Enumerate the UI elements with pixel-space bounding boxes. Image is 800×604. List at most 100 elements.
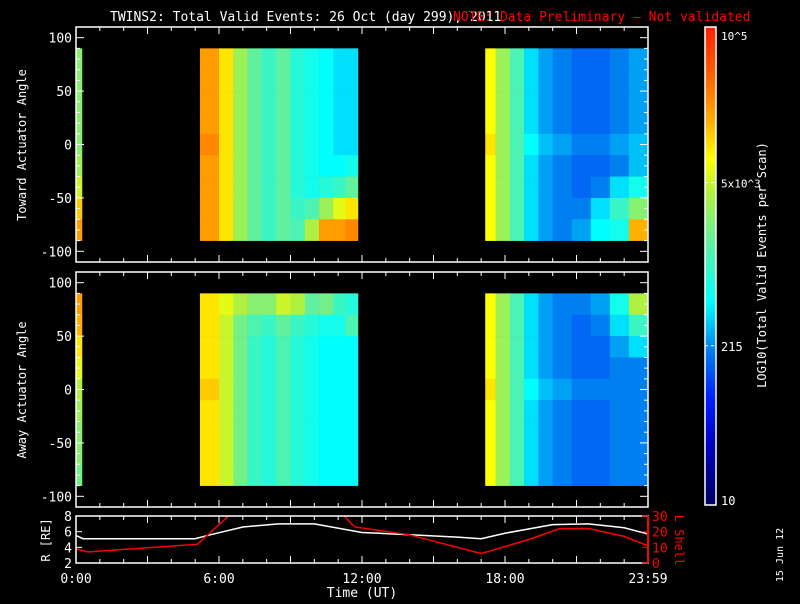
heatmap-cell [290,421,306,444]
heatmap-cell [590,219,611,241]
heatmap-cell [333,69,346,92]
heatmap-cell [345,219,359,241]
heatmap-cell [247,112,263,135]
heatmap-cell [609,464,630,486]
heatmap-cell [485,91,496,113]
toward-angle-panel: 100 50 0 -50 -100 Toward Actuator Angle [15,26,649,263]
heatmap-cell [495,357,511,380]
y-tick-label: 50 [56,85,72,100]
heatmap-cell [345,112,359,135]
heatmap-cell [233,91,248,113]
heatmap-cell [524,442,539,465]
heatmap-cell [219,69,234,92]
heatmap-cell [319,400,334,422]
heatmap-cell [524,176,539,199]
heatmap-cell [628,197,649,220]
heatmap-cell [509,357,525,380]
heatmap-cell [199,378,220,401]
heatmap-cell [628,91,649,113]
heatmap-cell [219,357,234,380]
y-tick-label: 50 [56,330,72,345]
l-shell-tick-label: 0 [652,557,660,572]
heatmap-cell [524,91,539,113]
heatmap-cell [345,464,359,486]
heatmap-cell [509,400,525,422]
heatmap-cell [628,378,649,401]
heatmap-cell [495,133,511,156]
heatmap-cell [552,293,573,316]
heatmap-cell [538,464,553,486]
heatmap-cell [524,378,539,401]
heatmap-cell [509,197,525,220]
heatmap-cell [261,112,277,135]
heatmap-cell [571,421,592,444]
heatmap-cell [509,91,525,113]
heatmap-cell [345,421,359,444]
heatmap-cell [319,421,334,444]
heatmap-cell [261,219,277,241]
heatmap-cell [276,464,291,486]
y-tick-label: 0 [64,384,72,399]
heatmap-cell [552,91,573,113]
r-tick-label: 4 [64,541,72,556]
heatmap-cell [233,176,248,199]
heatmap-cell [628,112,649,135]
heatmap-cell [538,314,553,337]
heatmap-cell [304,314,320,337]
heatmap-cell [319,91,334,113]
heatmap-cell [590,155,611,177]
heatmap-cell [219,133,234,156]
heatmap-cell [233,69,248,92]
heatmap-cell [538,400,553,422]
r-tick-label: 6 [64,526,72,541]
heatmap-cell [233,197,248,220]
y-tick-label: -50 [49,437,72,452]
heatmap-cell [628,293,649,316]
heatmap-cell [219,464,234,486]
colorbar-tick-label: 5x10^3 [721,177,761,190]
heatmap-cell [495,48,511,71]
heatmap-cell [276,155,291,177]
away-angle-panel: 100 50 0 -50 -100 Away Actuator Angle [15,271,649,508]
heatmap-cell [276,336,291,358]
heatmap-cell [552,176,573,199]
heatmap-cell [219,314,234,337]
heatmap-cell [571,176,592,199]
heatmap-cell [290,155,306,177]
heatmap-cell [276,69,291,92]
heatmap-cell [495,112,511,135]
heatmap-cell [571,464,592,486]
heatmap-cell [485,378,496,401]
heatmap-cell [247,133,263,156]
colorbar-tick-label: 215 [721,340,743,354]
r-tick-label: 2 [64,557,72,572]
heatmap-cell [628,133,649,156]
heatmap-cell [233,293,248,316]
heatmap-cell [333,219,346,241]
heatmap-cell [333,197,346,220]
heatmap-cell [509,219,525,241]
heatmap-cell [509,336,525,358]
heatmap-cell [319,336,334,358]
heatmap-cell [261,464,277,486]
heatmap-cell [590,133,611,156]
heatmap-cell [524,133,539,156]
heatmap-cell [509,378,525,401]
heatmap-cell [261,357,277,380]
heatmap-cell [538,112,553,135]
heatmap-cell [333,464,346,486]
heatmap-cell [485,464,496,486]
heatmap-cell [233,219,248,241]
time-tick-label: 18:00 [485,572,524,587]
heatmap-cell [552,400,573,422]
heatmap-cell [199,421,220,444]
y-tick-label: -50 [49,192,72,207]
heatmap-cell [495,400,511,422]
heatmap-cell [628,48,649,71]
r-distance-line [76,523,648,540]
heatmap-cell [199,314,220,337]
heatmap-cell [485,69,496,92]
heatmap-cell [219,219,234,241]
heatmap-cell [333,314,346,337]
